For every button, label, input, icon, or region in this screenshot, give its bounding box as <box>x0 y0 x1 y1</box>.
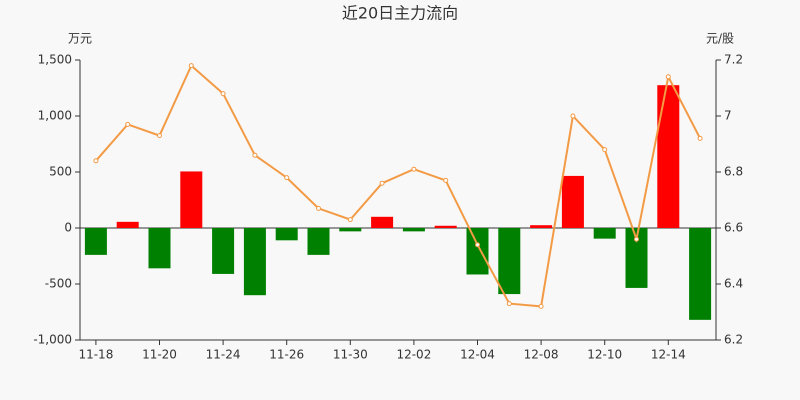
price-point <box>157 133 162 139</box>
bar <box>434 225 457 228</box>
bar <box>339 228 362 232</box>
x-tick-label: 12-02 <box>396 348 431 362</box>
chart-title: 近20日主力流向 <box>342 4 458 23</box>
bar <box>561 175 584 228</box>
price-point <box>93 158 99 164</box>
price-point <box>347 217 353 223</box>
y-tick-label: -500 <box>45 277 72 291</box>
price-point <box>443 177 449 183</box>
y-tick-label: 0 <box>64 221 72 235</box>
bar <box>593 228 616 239</box>
bar <box>498 228 521 295</box>
y-axis-label: 万元 <box>68 32 92 46</box>
y2-tick-label: 6.6 <box>724 221 743 235</box>
price-point <box>411 166 417 172</box>
bar <box>148 228 171 269</box>
bar <box>689 228 712 320</box>
price-point <box>602 147 608 153</box>
bar <box>84 228 107 255</box>
y2-axis-label: 元/股 <box>706 32 734 46</box>
bar <box>307 228 330 255</box>
bar <box>466 228 489 275</box>
price-point <box>570 113 576 119</box>
bar <box>530 225 553 228</box>
price-point <box>538 303 544 309</box>
y2-tick-label: 6.4 <box>724 277 743 291</box>
x-tick-label: 12-10 <box>587 348 622 362</box>
bar <box>275 228 298 241</box>
price-point <box>284 175 290 181</box>
bar <box>180 171 203 228</box>
y-tick-label: -1,000 <box>33 333 72 347</box>
y2-tick-label: 6.8 <box>724 165 743 179</box>
price-point <box>475 242 480 248</box>
bar <box>402 228 425 232</box>
bar <box>212 228 235 274</box>
x-tick-label: 12-14 <box>651 348 686 362</box>
price-point <box>252 152 258 158</box>
x-tick-label: 12-08 <box>524 348 559 362</box>
bar <box>625 228 648 288</box>
price-point <box>379 180 385 186</box>
x-tick-label: 11-30 <box>333 348 368 362</box>
price-point <box>188 63 194 69</box>
y-tick-label: 500 <box>49 165 72 179</box>
price-point <box>316 205 321 211</box>
y2-tick-label: 7 <box>724 109 732 123</box>
x-tick-label: 11-24 <box>206 348 241 362</box>
x-tick-label: 12-04 <box>460 348 495 362</box>
bar <box>371 216 394 228</box>
x-tick-label: 11-20 <box>142 348 177 362</box>
y2-tick-label: 6.2 <box>724 333 743 347</box>
y-tick-label: 1,000 <box>38 109 72 123</box>
y-tick-label: 1,500 <box>38 53 72 67</box>
price-line <box>95 63 701 308</box>
price-point <box>125 121 131 127</box>
y2-tick-label: 7.2 <box>724 53 743 67</box>
price-point <box>697 135 703 141</box>
price-point <box>506 301 512 307</box>
bar <box>657 85 680 228</box>
x-tick-label: 11-26 <box>269 348 304 362</box>
price-point <box>665 74 671 80</box>
bar <box>116 221 139 228</box>
price-point <box>634 236 639 242</box>
x-tick-label: 11-18 <box>78 348 113 362</box>
price-point <box>220 91 226 97</box>
bar <box>243 228 266 296</box>
